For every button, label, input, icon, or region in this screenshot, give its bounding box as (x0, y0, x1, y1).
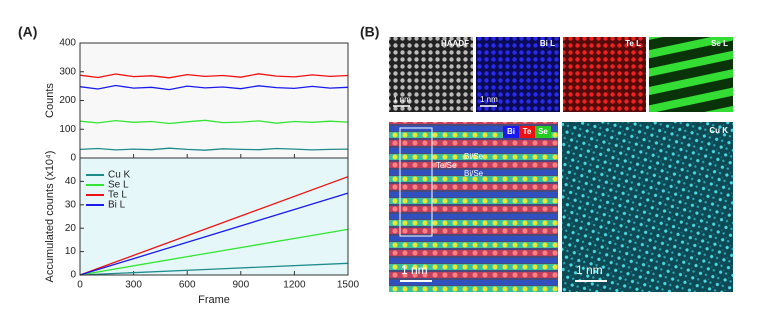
legend-label: Bi (507, 127, 515, 136)
y-tick-label: 400 (59, 38, 76, 49)
legend-label: Bi L (108, 200, 126, 211)
scale-label: 1 nm (576, 263, 603, 277)
data-line (79, 119, 349, 125)
plot-area (80, 158, 348, 275)
map-image (649, 37, 733, 112)
panel-b: (B) HAADF Bi L Te L Se L 1 nm 1 nm Bi Te… (360, 24, 733, 292)
x-tick-label: 900 (232, 280, 249, 291)
y-tick-label: 0 (70, 153, 76, 164)
legend-label: Se L (108, 180, 129, 191)
scale-label: 1 nm (480, 95, 498, 104)
data-line (79, 176, 349, 276)
map-label: Se L (711, 39, 728, 48)
y-tick-label: 20 (65, 223, 77, 234)
data-line (79, 73, 349, 79)
y-tick-label: 200 (59, 95, 76, 106)
plot-area (80, 43, 348, 158)
map-label: Cu K (709, 126, 728, 135)
y-tick-label: 100 (59, 124, 76, 135)
highlight-box (399, 127, 433, 237)
x-tick-label: 600 (179, 280, 196, 291)
legend-swatch (535, 126, 551, 138)
y-axis-label: Accumulated counts (x10⁴) (44, 151, 56, 283)
legend-swatch (503, 126, 519, 138)
legend-label: Te (523, 127, 532, 136)
panel-label: (B) (360, 24, 379, 40)
scale-label: 1 nm (401, 263, 428, 277)
y-tick-label: 40 (65, 176, 77, 187)
map-image (563, 37, 646, 112)
y-tick-label: 10 (65, 246, 77, 257)
data-line (79, 147, 349, 151)
cu-map-image (562, 122, 733, 292)
site-label: Bi/Se (464, 169, 484, 178)
map-label: Bi L (540, 39, 555, 48)
x-tick-label: 0 (77, 280, 83, 291)
map-label: HAADF (441, 39, 469, 48)
y-axis-label: Counts (44, 83, 56, 118)
panel-label: (A) (18, 24, 37, 40)
y-tick-label: 0 (70, 270, 76, 281)
y-tick-label: 30 (65, 199, 77, 210)
site-label: Bi/Se (464, 152, 484, 161)
legend-swatch (519, 126, 535, 138)
site-label: Te/Se (436, 161, 457, 170)
x-tick-label: 1500 (337, 280, 360, 291)
x-axis-label: Frame (198, 294, 230, 306)
x-tick-label: 300 (125, 280, 142, 291)
map-image (476, 37, 560, 112)
legend-label: Se (538, 127, 548, 136)
map-label: Te L (625, 39, 641, 48)
scale-label: 1 nm (393, 95, 411, 104)
data-line (79, 192, 349, 276)
plot-frame (79, 157, 349, 276)
data-line (79, 262, 349, 276)
legend-label: Cu K (108, 170, 131, 181)
x-tick-label: 1200 (283, 280, 306, 291)
data-line (79, 84, 349, 91)
y-tick-label: 300 (59, 66, 76, 77)
data-line (79, 228, 349, 276)
map-image (389, 37, 473, 112)
legend-label: Te L (108, 190, 127, 201)
overlay-image (389, 122, 558, 292)
